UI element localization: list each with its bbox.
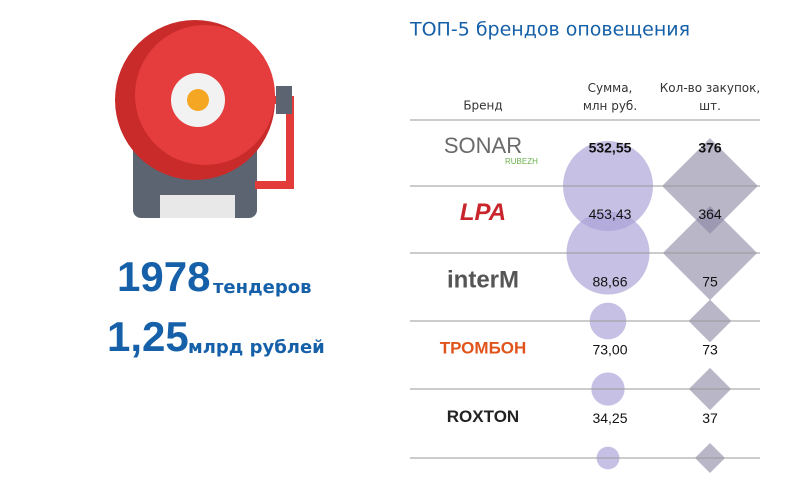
sum-value: 88,66	[592, 274, 627, 290]
brand-logo: LPA	[460, 199, 506, 226]
column-header-line: шт.	[699, 99, 721, 113]
count-value: 364	[698, 206, 722, 222]
count-value: 75	[702, 274, 718, 290]
sum-value: 34,25	[592, 410, 627, 426]
stat-unit: тендеров	[213, 277, 311, 298]
sum-value: 73,00	[592, 342, 627, 358]
brand-logo: interM	[447, 266, 519, 293]
stat-unit: млрд рублей	[188, 337, 325, 358]
column-header-line: Кол-во закупок,	[660, 81, 760, 95]
table-title: ТОП-5 брендов оповещения	[409, 19, 690, 41]
sum-value: 532,55	[589, 140, 632, 156]
column-header: Сумма, млн руб.	[583, 81, 637, 113]
count-value: 376	[698, 140, 722, 156]
count-value: 73	[702, 342, 718, 358]
bell-icon	[115, 20, 294, 218]
column-header: Бренд	[463, 99, 502, 113]
stat-number: 1,25	[107, 313, 189, 360]
brand-logo: ROXTON	[447, 407, 519, 426]
sum-value: 453,43	[589, 206, 632, 222]
stat-number: 1978	[117, 253, 210, 300]
column-header-line: Сумма,	[588, 81, 633, 95]
column-header: Кол-во закупок, шт.	[660, 81, 760, 113]
brand-logo-sub: RUBEZH	[505, 157, 538, 166]
brand-logo: SONAR	[444, 133, 522, 158]
column-header-line: млн руб.	[583, 99, 637, 113]
count-value: 37	[702, 410, 718, 426]
brand-logo: ТРОМБОН	[440, 338, 527, 357]
